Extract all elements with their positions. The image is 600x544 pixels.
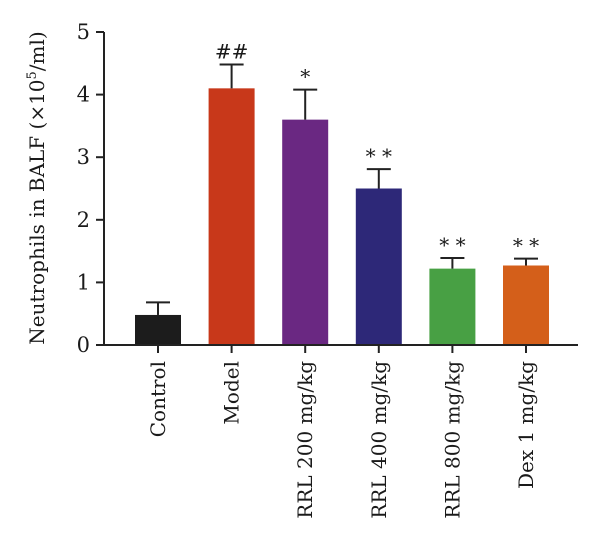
significance-label: * * [366,144,392,168]
y-axis-label: Neutrophils in BALF (×105/ml) [25,31,49,344]
bar [355,188,402,345]
x-tick-label: RRL 800 mg/kg [440,361,464,519]
significance-label: * [300,65,310,89]
y-tick-label: 4 [77,83,90,107]
x-tick-label: Dex 1 mg/kg [514,361,538,489]
bar [208,88,255,345]
x-tick-label: Control [146,361,170,437]
y-axis: 0 1 2 3 4 5 [77,20,105,357]
y-axis-label-exponent: 5 [25,71,40,79]
y-tick-label: 2 [77,208,90,232]
bar [503,265,549,345]
bar [429,268,476,345]
y-tick-label: 5 [77,20,90,44]
bars: ## * * * * * * * [135,40,549,345]
bar [282,119,329,345]
x-axis: Control Model RRL 200 mg/kg RRL 400 mg/kg RR… [104,344,578,519]
significance-label: ## [215,40,249,64]
significance-label: * * [439,233,465,257]
y-tick-label: 0 [77,333,90,357]
x-tick-label: Model [220,361,244,425]
y-axis-label-suffix: /ml) [25,31,49,71]
y-tick-label: 1 [77,270,90,294]
y-tick-label: 3 [77,145,90,169]
y-axis-label-prefix: Neutrophils in BALF (×10 [25,79,49,344]
bar [135,314,181,345]
significance-label: * * [513,234,539,258]
x-tick-label: RRL 200 mg/kg [293,361,317,519]
x-tick-label: RRL 400 mg/kg [367,361,391,519]
